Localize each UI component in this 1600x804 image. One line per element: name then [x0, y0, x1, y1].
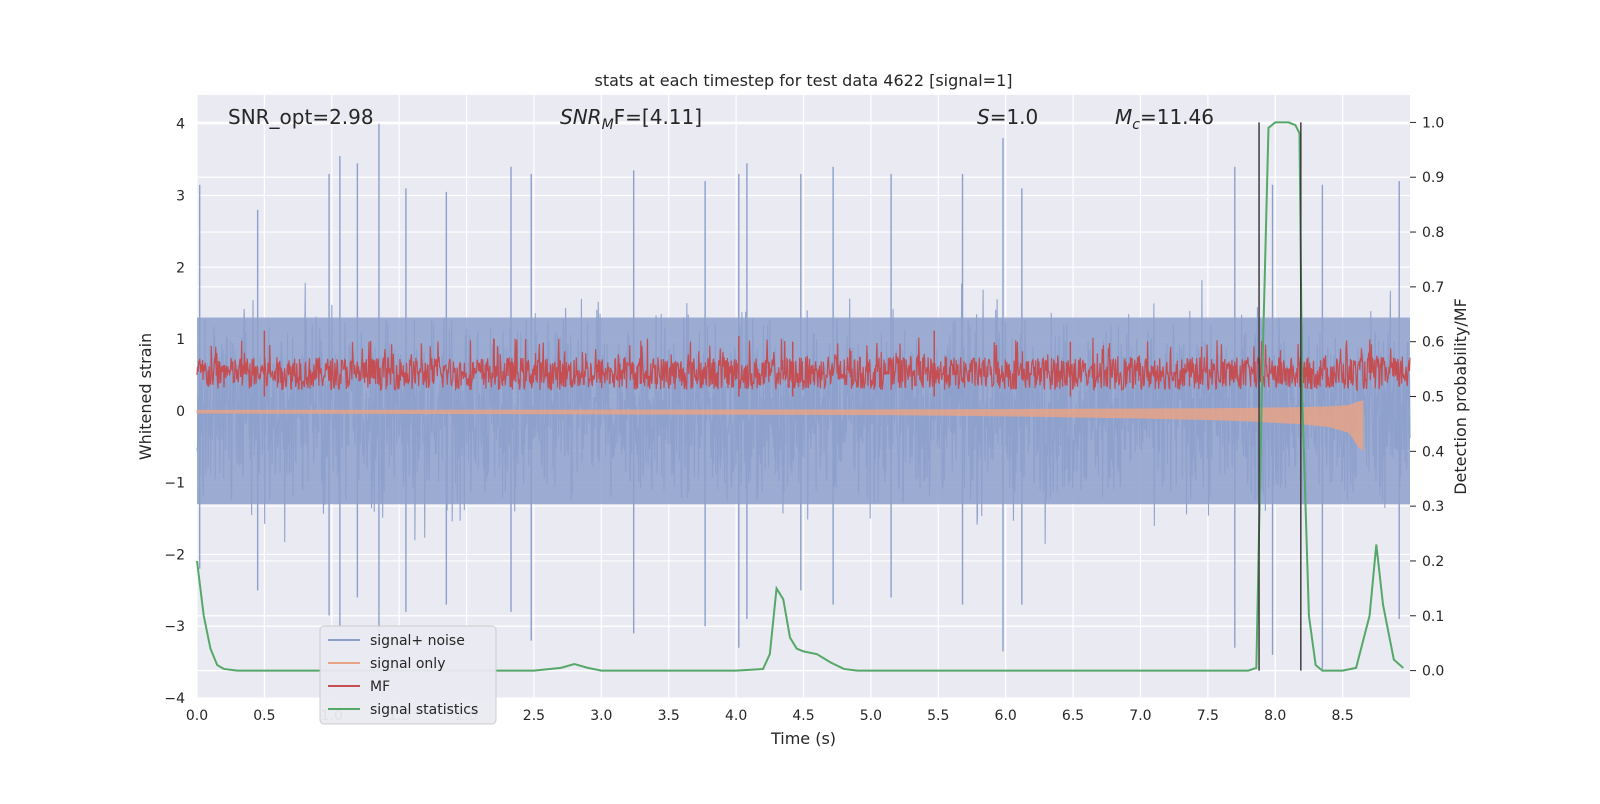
annotation-s-main: S — [977, 105, 990, 129]
annotation-s: S=1.0 — [977, 105, 1038, 129]
y-tick-label: −3 — [164, 619, 185, 635]
legend-label: signal+ noise — [370, 633, 465, 649]
x-tick-label: 6.5 — [1062, 708, 1084, 724]
y-right-tick-label: 0.4 — [1422, 444, 1444, 460]
x-tick-label: 2.5 — [523, 708, 545, 724]
x-tick-label: 7.5 — [1197, 708, 1219, 724]
y-tick-label: 2 — [176, 260, 185, 276]
x-tick-label: 0.0 — [186, 708, 208, 724]
annotation-snr-mf: SNRMF=[4.11] — [560, 105, 702, 133]
x-tick-label: 8.5 — [1331, 708, 1353, 724]
x-axis-label: Time (s) — [770, 729, 836, 748]
legend-box — [319, 625, 497, 725]
legend-label: signal statistics — [370, 702, 478, 718]
annotation-snr-mf-sub: M — [602, 117, 614, 133]
annotation-s-rest: =1.0 — [990, 105, 1039, 129]
series-signal-only-area — [196, 400, 1364, 452]
y-axis-right-label: Detection probability/MF — [1451, 298, 1470, 495]
y-tick-label: 0 — [176, 404, 185, 420]
y-right-tick-label: 0.8 — [1422, 225, 1444, 241]
x-tick-label: 6.0 — [995, 708, 1017, 724]
annotation-mc-rest: =11.46 — [1140, 105, 1214, 129]
x-tick-label: 3.5 — [658, 708, 680, 724]
x-tick-label: 5.5 — [927, 708, 949, 724]
y-right-tick-label: 0.9 — [1422, 170, 1444, 186]
annotation-snr-mf-rest: F=[4.11] — [614, 105, 702, 129]
series-mf-line — [196, 337, 1411, 392]
y-right-tick-label: 1.0 — [1422, 115, 1444, 131]
y-tick-label: −2 — [164, 547, 185, 563]
x-tick-label: 3.0 — [590, 708, 612, 724]
series-signal-only — [196, 400, 1364, 452]
x-tick-label: 5.0 — [860, 708, 882, 724]
y-axis-left: −4 −3 −2 −1 0 1 2 3 4 — [164, 117, 185, 707]
legend: signal+ noise signal only MF signal statist… — [319, 625, 497, 725]
y-tick-label: 1 — [176, 332, 185, 348]
y-right-tick-label: 0.3 — [1422, 499, 1444, 515]
y-right-tick-label: 0.7 — [1422, 280, 1444, 296]
x-tick-label: 0.5 — [253, 708, 275, 724]
x-tick-label: 4.5 — [792, 708, 814, 724]
y-right-tick-label: 0.1 — [1422, 609, 1444, 625]
x-tick-label: 8.0 — [1264, 708, 1286, 724]
y-tick-label: 4 — [176, 117, 185, 133]
y-right-tick-label: 0.5 — [1422, 390, 1444, 406]
y-right-tick-label: 0.0 — [1422, 664, 1444, 680]
annotation-snr-mf-main: SNR — [560, 105, 602, 129]
x-tick-label: 4.0 — [725, 708, 747, 724]
y-tick-label: 3 — [176, 189, 185, 205]
y-right-tick-label: 0.2 — [1422, 554, 1444, 570]
y-tick-label: −1 — [164, 476, 185, 492]
y-axis-right: 0.0 0.1 0.2 0.3 0.4 0.5 0.6 0.7 0.8 0.9 1.0 — [1410, 115, 1444, 680]
vertical-markers — [1258, 122, 1302, 671]
annotation-mc-sub: c — [1132, 117, 1140, 133]
annotation-snr-opt: SNR_opt=2.98 — [228, 105, 374, 129]
y-tick-label: −4 — [164, 691, 185, 707]
annotation-mc-main: M — [1115, 105, 1132, 129]
y-axis-label: Whitened strain — [136, 333, 155, 460]
annotation-mc: Mc=11.46 — [1115, 105, 1214, 133]
chart-title: stats at each timestep for test data 462… — [594, 71, 1012, 90]
x-tick-label: 7.0 — [1129, 708, 1151, 724]
y-right-tick-label: 0.6 — [1422, 335, 1444, 351]
legend-label: MF — [370, 679, 390, 695]
series-mf — [196, 330, 1411, 397]
legend-label: signal only — [370, 656, 445, 672]
